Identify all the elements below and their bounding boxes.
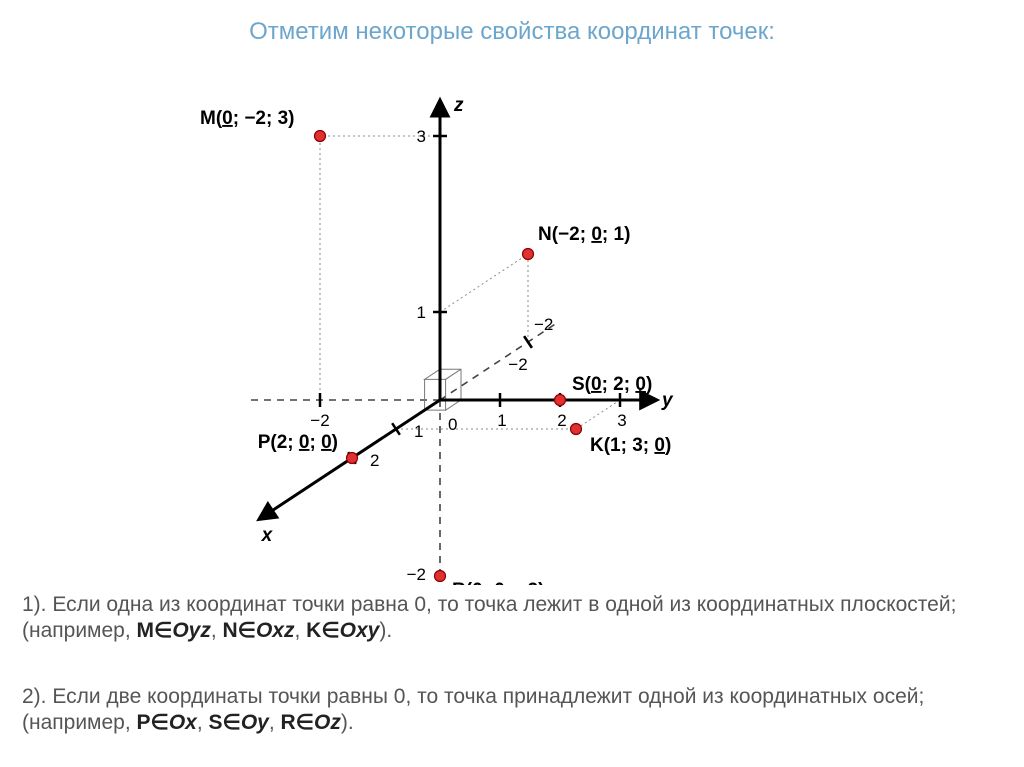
p2-S-axis: Oy bbox=[241, 711, 269, 734]
page-title: Отметим некоторые свойства координат точ… bbox=[0, 18, 1024, 46]
p1-K-plane: Oxy bbox=[340, 619, 380, 642]
svg-text:2: 2 bbox=[557, 411, 566, 430]
svg-text:3: 3 bbox=[417, 127, 426, 146]
svg-text:1: 1 bbox=[414, 422, 423, 441]
p2-sep2: , bbox=[269, 711, 281, 734]
p1-M-plane: Oyz bbox=[172, 619, 211, 642]
p1-sep2: , bbox=[294, 619, 306, 642]
svg-text:x: x bbox=[261, 525, 274, 546]
svg-text:K(1; 3; 0): K(1; 3; 0) bbox=[590, 435, 671, 456]
property-1: 1). Если одна из координат точки равна 0… bbox=[22, 592, 1002, 645]
svg-text:1: 1 bbox=[417, 303, 426, 322]
svg-text:0: 0 bbox=[448, 415, 457, 434]
svg-text:2: 2 bbox=[370, 451, 379, 470]
p2-R: R∈ bbox=[281, 711, 314, 734]
svg-text:y: y bbox=[661, 390, 674, 411]
svg-text:N(−2; 0; 1): N(−2; 0; 1) bbox=[538, 224, 630, 245]
svg-text:−2: −2 bbox=[407, 565, 426, 584]
svg-text:R(0; 0; −2): R(0; 0; −2) bbox=[452, 580, 544, 585]
p2-P: P∈ bbox=[137, 711, 169, 734]
property-2: 2). Если две координаты точки равны 0, т… bbox=[22, 684, 1002, 737]
svg-text:z: z bbox=[453, 95, 464, 116]
svg-text:−2: −2 bbox=[534, 315, 553, 334]
p1-N: N∈ bbox=[223, 619, 256, 642]
p1-N-plane: Oxz bbox=[256, 619, 295, 642]
p2-end: ). bbox=[341, 711, 354, 734]
svg-text:P(2; 0; 0): P(2; 0; 0) bbox=[258, 432, 338, 453]
p2-R-axis: Oz bbox=[314, 711, 341, 734]
svg-text:1: 1 bbox=[497, 411, 506, 430]
p2-S: S∈ bbox=[209, 711, 241, 734]
p2-P-axis: Ox bbox=[169, 711, 197, 734]
p1-M: M∈ bbox=[137, 619, 173, 642]
svg-text:−2: −2 bbox=[508, 355, 527, 374]
p1-K: K∈ bbox=[306, 619, 339, 642]
svg-text:M(0; −2; 3): M(0; −2; 3) bbox=[200, 108, 295, 129]
svg-text:S(0; 2; 0): S(0; 2; 0) bbox=[572, 374, 652, 395]
p2-sep1: , bbox=[197, 711, 209, 734]
svg-text:3: 3 bbox=[617, 411, 626, 430]
svg-text:−2: −2 bbox=[310, 411, 329, 430]
p1-end: ). bbox=[379, 619, 392, 642]
p1-sep1: , bbox=[211, 619, 223, 642]
coord-diagram: −2 −2 z y x 0 1 3 1 2 3 1 2 −2 −2 M(0; −2; 3) N(−2; 0; 1… bbox=[120, 55, 880, 585]
